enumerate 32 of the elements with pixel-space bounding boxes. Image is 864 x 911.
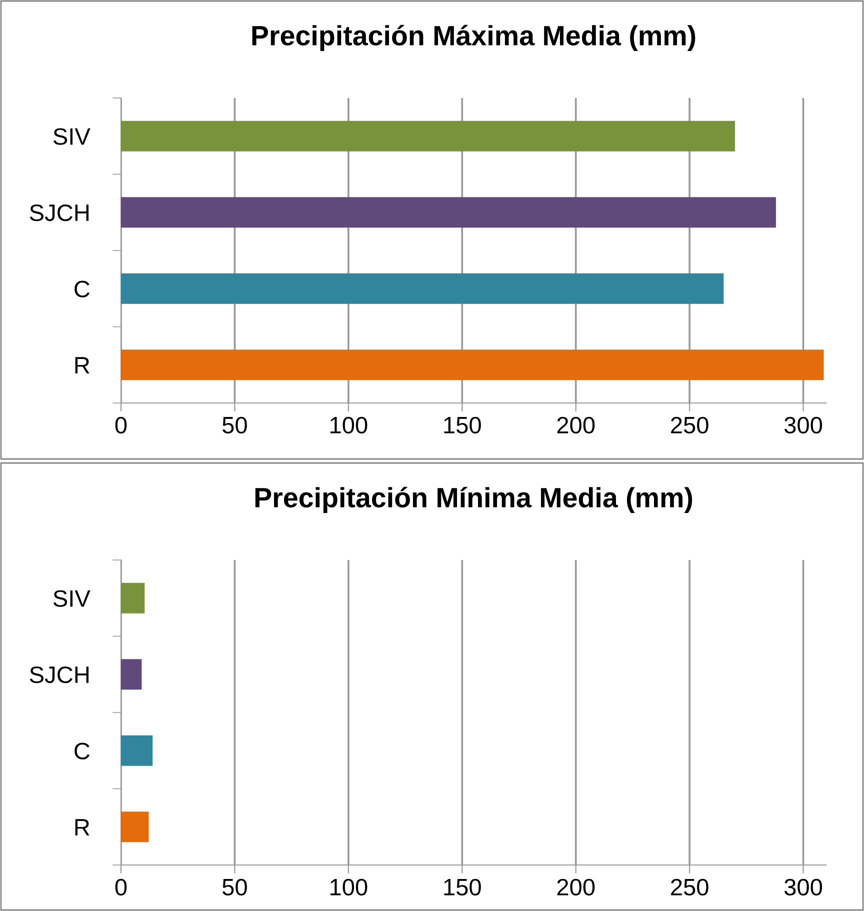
x-tick-label: 100 — [330, 878, 368, 896]
bar — [121, 582, 145, 614]
x-tick-label: 300 — [784, 416, 822, 434]
x-tick-label: 250 — [671, 416, 708, 434]
x-tick-label: 0 — [115, 416, 127, 434]
x-tick-label: 200 — [557, 416, 595, 434]
x-tick-label: 150 — [444, 878, 481, 896]
x-tick-label: 300 — [784, 878, 822, 896]
chart-title: Precipitación Mínima Media (mm) — [255, 486, 692, 513]
y-tick-label: C — [74, 280, 90, 298]
bar — [121, 273, 724, 304]
y-tick-label: SJCH — [30, 666, 89, 684]
x-tick-label: 150 — [444, 416, 481, 434]
x-tick-label: 50 — [222, 878, 247, 896]
bar — [121, 812, 149, 842]
chart-title: Precipitación Máxima Media (mm) — [252, 24, 696, 51]
x-tick-label: 200 — [557, 878, 595, 896]
y-tick-label: R — [75, 357, 90, 374]
bar — [121, 120, 736, 152]
y-tick-label: SIV — [53, 128, 90, 145]
bar — [121, 659, 142, 690]
y-tick-label: R — [75, 819, 90, 836]
bar — [121, 735, 153, 766]
y-tick-label: SJCH — [30, 204, 89, 222]
x-tick-label: 250 — [671, 878, 708, 896]
y-tick-label: SIV — [53, 590, 90, 607]
x-tick-label: 100 — [330, 416, 368, 434]
y-tick-label: C — [74, 742, 90, 760]
bar — [121, 197, 776, 228]
x-tick-label: 0 — [115, 878, 127, 896]
x-tick-label: 50 — [222, 416, 247, 434]
bar — [121, 350, 824, 380]
